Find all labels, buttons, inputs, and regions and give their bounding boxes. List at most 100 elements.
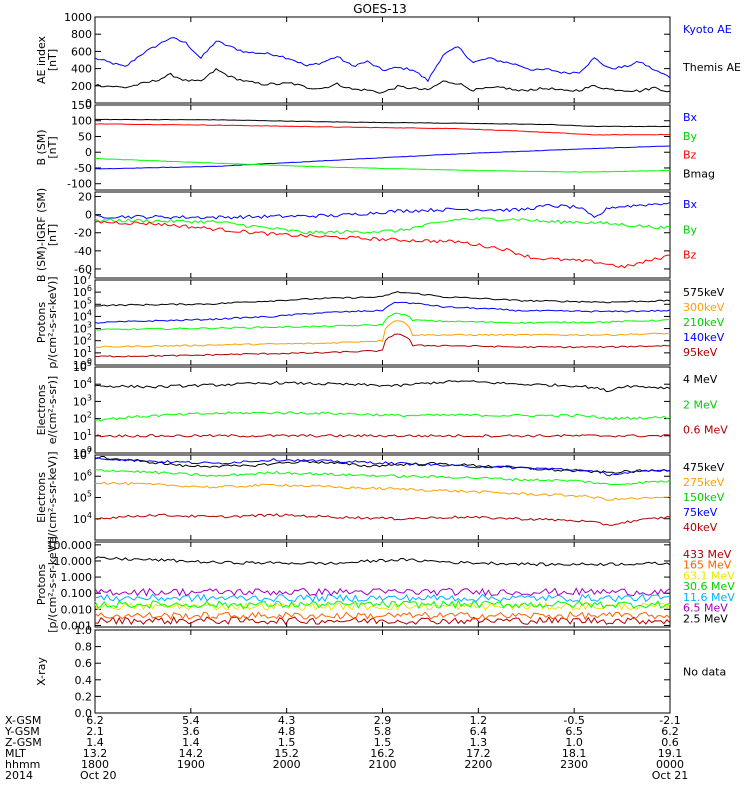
panel-frame <box>94 366 671 454</box>
panel-3: -60 -40 -20 0 20 B (SM)-IGRF (SM)[nT] Bx By Bz <box>35 188 698 282</box>
x-axis-value: 1900 <box>177 758 205 771</box>
x-axis-value: 6.4 <box>470 725 488 738</box>
x-axis-value: 4.8 <box>278 725 296 738</box>
x-axis-value: 6.5 <box>565 725 583 738</box>
y-tick-label: 1.0 <box>75 624 93 637</box>
legend-entry: By <box>683 223 698 236</box>
y-tick-label: 20 <box>78 191 92 204</box>
series-line-210kev <box>94 312 670 331</box>
y-tick-label: 104 <box>73 376 92 391</box>
panel-8: 0.0 0.2 0.4 0.6 0.8 1.0 X-ray No data <box>35 624 726 720</box>
series-line-275kev <box>94 481 671 501</box>
y-tick-label: 0 <box>85 146 92 159</box>
x-axis-value: 5.8 <box>374 725 392 738</box>
x-row-label: MLT <box>5 747 26 760</box>
x-axis-value: 1800 <box>81 758 109 771</box>
y-tick-label: -40 <box>74 245 92 258</box>
x-axis-value: 6.2 <box>661 725 679 738</box>
y-tick-label: 150 <box>71 99 92 112</box>
x-axis-value: 1.0 <box>565 736 583 749</box>
y-tick-label: 0.100 <box>61 587 93 600</box>
y-tick-label: 200 <box>71 80 92 93</box>
y-tick-label: 100 <box>73 357 92 372</box>
panel-4: 100101102103104105106107Protonsp/(cm²-s-… <box>35 272 725 372</box>
x-axis-value: 2200 <box>464 758 492 771</box>
series-line-2-mev <box>94 411 671 422</box>
legend-entry: Bz <box>683 149 697 162</box>
legend-entry: 165 MeV <box>683 559 732 572</box>
x-axis-value: 2300 <box>560 758 588 771</box>
series-line-40kev <box>94 513 671 526</box>
series-line-95kev <box>94 333 671 358</box>
y-tick-label: 107 <box>73 447 92 462</box>
y-tick-label: 100 <box>73 445 92 460</box>
x-axis-value: 19.1 <box>658 747 683 760</box>
y-tick-label: 106 <box>73 284 92 299</box>
panel-frame <box>94 541 671 628</box>
y-tick-label: 800 <box>71 28 92 41</box>
x-axis-value: 0000 <box>656 758 684 771</box>
x-axis-value: 6.2 <box>86 714 104 727</box>
x-axis-value: 2000 <box>273 758 301 771</box>
y-axis-label: Electronse/(cm²-s-sr)] <box>35 376 59 444</box>
legend-entry: By <box>683 130 698 143</box>
x-axis-value: 1.5 <box>278 736 296 749</box>
legend-entry: 2 MeV <box>683 398 718 411</box>
y-axis-label: B (SM)-IGRF (SM)[nT] <box>35 188 59 282</box>
y-axis-label: Protonsp/(cm²-s-sr-keV)] <box>35 276 59 368</box>
legend-entry: 75keV <box>683 506 718 519</box>
y-axis-label: AE index[nT] <box>35 35 59 84</box>
legend-entry: Bx <box>683 198 698 211</box>
x-axis-value: 14.2 <box>179 747 204 760</box>
x-axis-value: 15.2 <box>274 747 299 760</box>
legend-entry: 300keV <box>683 301 725 314</box>
y-tick-label: 1.000 <box>61 571 93 584</box>
y-tick-label: 101 <box>73 428 92 443</box>
y-tick-label: 0.8 <box>75 641 93 654</box>
y-tick-label: 0.0 <box>75 707 93 720</box>
legend-entry: Bx <box>683 111 698 124</box>
panel-2: -100 -50 0 50 100 150 B (SM)[nT] Bx By Bz Bmag <box>35 99 715 191</box>
legend-entry: 475keV <box>683 461 725 474</box>
y-axis-label: Electronse/(cm²-s-sr-keV)] <box>35 452 59 544</box>
panel-frame <box>94 104 671 191</box>
series-line-2-5-mev <box>94 556 671 567</box>
y-tick-label: 105 <box>73 490 92 505</box>
legend-entry: Themis AE <box>682 61 741 74</box>
y-tick-label: -20 <box>74 227 92 240</box>
y-tick-label: 104 <box>73 308 92 323</box>
series-line-bmag <box>95 118 671 128</box>
legend-entry: 575keV <box>683 286 725 299</box>
x-row-label: Z-GSM <box>5 736 42 749</box>
x-row-label: hhmm <box>5 758 40 771</box>
y-tick-label: 103 <box>73 321 92 336</box>
y-tick-label: 106 <box>73 468 92 483</box>
series-line-themis-ae <box>94 68 671 94</box>
series-line-by <box>94 217 671 235</box>
y-tick-label: 0.2 <box>75 690 93 703</box>
y-tick-label: -50 <box>74 162 92 175</box>
y-tick-label: 0.4 <box>75 674 93 687</box>
x-axis-value: 1.4 <box>182 736 200 749</box>
series-line-0-6-mev <box>94 433 671 438</box>
series-line-140kev <box>94 301 671 324</box>
series-line-30-6-mev <box>94 599 670 610</box>
x-axis-value: 1.3 <box>470 736 488 749</box>
x-axis-value: 1.5 <box>374 736 392 749</box>
x-axis-value: 4.3 <box>278 714 296 727</box>
series-line-by <box>94 157 671 173</box>
x-axis-value: Oct 20 <box>80 769 117 782</box>
series-line-165-mev <box>94 611 671 621</box>
y-tick-label: 0.001 <box>61 619 93 632</box>
panel-6: 104 105 106 107 Electronse/(cm²-s-sr-keV)] 47… <box>35 447 725 543</box>
series-line-kyoto-ae <box>94 37 671 83</box>
y-tick-label: 0 <box>85 97 92 110</box>
y-tick-label: 102 <box>73 333 92 348</box>
y-tick-label: 103 <box>73 393 92 408</box>
x-axis-value: 0.6 <box>661 736 679 749</box>
x-row-label: 2014 <box>5 769 33 782</box>
series-line-bx <box>94 201 671 220</box>
y-axis-label: B (SM)[nT] <box>35 129 59 165</box>
legend-entry: 0.6 MeV <box>683 424 728 437</box>
series-line-11-6-mev <box>95 593 671 603</box>
